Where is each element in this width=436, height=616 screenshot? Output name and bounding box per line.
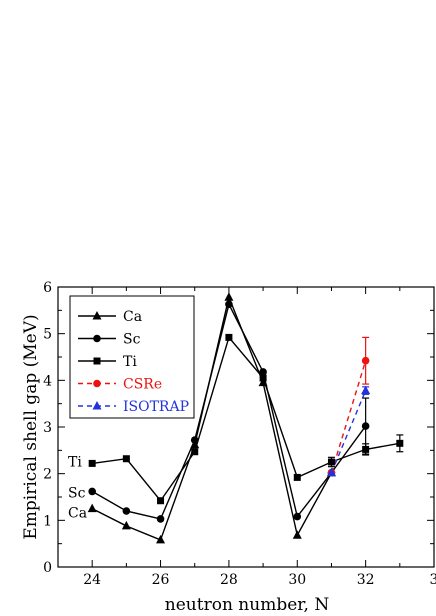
data-point-ti	[191, 448, 199, 456]
data-point-ca	[292, 530, 302, 539]
y-tick-label: 2	[43, 467, 52, 483]
data-point-isotrap	[326, 467, 336, 477]
data-point-ti	[362, 445, 370, 453]
legend-marker	[93, 334, 101, 343]
legend-entry: Ca	[123, 309, 142, 325]
data-point-ca	[156, 534, 166, 544]
data-point-sc	[156, 515, 165, 523]
x-tick-label: 3	[430, 572, 436, 588]
data-point-ti	[259, 374, 267, 382]
data-point-ti	[396, 439, 404, 447]
y-tick-label: 3	[43, 420, 52, 436]
data-point-ca	[224, 292, 234, 301]
series-side-label: Ti	[68, 454, 82, 470]
y-tick-label: 6	[43, 280, 52, 296]
data-point-ca	[190, 439, 200, 449]
data-point-ca	[87, 503, 97, 513]
legend-marker	[93, 379, 101, 388]
data-point-sc	[225, 300, 233, 309]
x-tick-label: 30	[288, 572, 306, 588]
legend: Ca Sc Ti CSRe ISOTRAP	[69, 295, 195, 419]
x-tick-label: 28	[220, 572, 238, 588]
series-line-csre	[330, 360, 367, 473]
x-tick-label: 26	[152, 572, 170, 588]
y-axis-label: Empirical shell gap (MeV)	[21, 314, 41, 539]
y-tick-label: 4	[43, 373, 52, 389]
data-point-ti	[225, 333, 233, 341]
data-point-sc	[293, 512, 302, 521]
data-point-ti	[327, 458, 335, 466]
data-point-sc	[361, 422, 370, 430]
data-point-ti	[293, 473, 301, 481]
y-tick-label: 0	[43, 560, 52, 576]
y-tick-label: 1	[43, 513, 52, 529]
legend-entry: CSRe	[123, 377, 162, 393]
data-point-sc	[88, 487, 96, 496]
series-line-ti	[92, 335, 400, 502]
data-point-sc	[259, 368, 267, 376]
x-tick-label: 24	[83, 572, 101, 588]
data-point-csre	[361, 356, 370, 365]
legend-entry: ISOTRAP	[123, 399, 189, 415]
data-point-isotrap	[361, 385, 371, 395]
series-side-label: Sc	[68, 485, 86, 501]
legend-marker	[93, 357, 101, 365]
series-side-label: Ca	[68, 506, 87, 522]
data-point-ti	[88, 459, 96, 467]
series-line-isotrap	[330, 390, 367, 474]
legend-entry: Sc	[123, 332, 141, 348]
data-point-ca	[121, 520, 131, 530]
x-tick-label: 32	[357, 572, 375, 588]
legend-marker	[92, 311, 102, 320]
data-point-ti	[122, 455, 130, 463]
series-layer: Ti Sc Ca	[68, 292, 404, 544]
data-point-sc	[122, 507, 131, 515]
x-axis-label: neutron number, N	[165, 595, 330, 615]
data-point-sc	[190, 436, 199, 444]
legend-marker	[92, 401, 102, 410]
data-point-ti	[157, 497, 165, 505]
data-point-ca	[258, 377, 268, 387]
y-tick-label: 5	[43, 327, 52, 343]
legend-entry: Ti	[123, 354, 137, 370]
